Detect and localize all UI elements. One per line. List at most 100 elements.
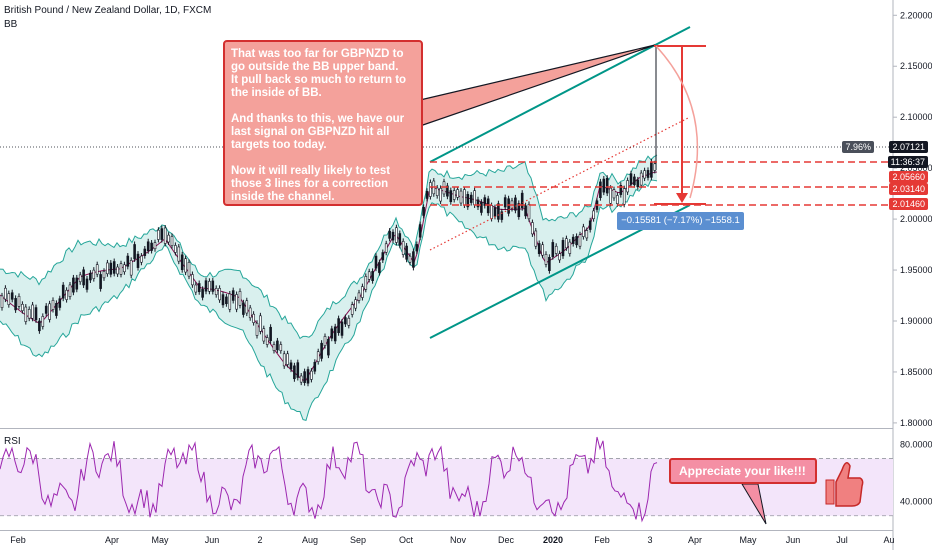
- candle-body: [480, 201, 483, 213]
- candle-body: [452, 190, 456, 200]
- candle-body: [398, 233, 402, 246]
- candle-body: [609, 187, 612, 204]
- candle-body: [435, 187, 439, 196]
- channel-upper-line[interactable]: [429, 26, 691, 163]
- indicator-label[interactable]: BB: [4, 19, 18, 30]
- candle-body: [514, 197, 517, 211]
- candle-body: [629, 173, 633, 185]
- rsi-tick-label: 40.0000: [900, 496, 932, 506]
- candle-body: [476, 199, 480, 208]
- measure-arrowhead: [676, 193, 688, 203]
- change-pct-tag: 7.96%: [842, 141, 874, 153]
- rsi-line[interactable]: [0, 436, 658, 523]
- candle-body: [622, 188, 626, 205]
- analysis-note[interactable]: That was too far for GBPNZD to go outsid…: [223, 40, 423, 206]
- candle-body: [330, 328, 334, 339]
- level1-tag: 2.05660: [889, 171, 928, 183]
- thumbs-up-cuff: [825, 479, 835, 505]
- candle-body: [551, 242, 555, 258]
- candle-body: [619, 184, 623, 195]
- candle-body: [582, 226, 585, 237]
- candle-body: [299, 375, 303, 383]
- time-tick-label: Oct: [399, 535, 414, 545]
- candle-body: [160, 228, 164, 240]
- candle-body: [561, 240, 565, 257]
- candle-body: [408, 255, 412, 263]
- candle-body: [446, 185, 449, 197]
- candle-body: [500, 211, 504, 220]
- candle-body: [418, 224, 422, 238]
- candle-body: [245, 300, 249, 314]
- candle-body: [34, 307, 38, 321]
- candle-body: [571, 236, 575, 244]
- candle-body: [82, 269, 85, 286]
- candle-body: [10, 292, 14, 300]
- candle-body: [493, 207, 497, 217]
- time-tick-label: 2: [257, 535, 262, 545]
- candle-body: [146, 241, 150, 252]
- candle-body: [548, 257, 551, 271]
- candle-body: [575, 236, 578, 246]
- candle-body: [214, 288, 218, 295]
- time-tick-label: 2020: [543, 535, 563, 545]
- candle-body: [490, 205, 493, 219]
- candle-body: [75, 277, 79, 290]
- candle-body: [252, 313, 255, 323]
- candle-body: [524, 205, 527, 217]
- thumbs-up-icon: [825, 462, 864, 507]
- candle-body: [119, 263, 123, 275]
- candle-body: [497, 203, 500, 220]
- candle-body: [381, 252, 385, 261]
- price-tick-label: 2.15000: [900, 61, 932, 71]
- candle-body: [534, 230, 538, 247]
- symbol-title[interactable]: British Pound / New Zealand Dollar, 1D, …: [4, 5, 212, 16]
- candle-body: [255, 322, 259, 336]
- candle-body: [371, 271, 374, 281]
- time-tick-label: 3: [647, 535, 652, 545]
- candle-body: [143, 248, 147, 256]
- candle-body: [17, 296, 21, 307]
- candle-body: [507, 198, 510, 214]
- candle-body: [44, 305, 48, 314]
- candle-body: [38, 320, 41, 332]
- bb-lower-line: [0, 179, 658, 421]
- candle-body: [486, 198, 490, 214]
- candle-body: [391, 231, 395, 241]
- candle-body: [129, 260, 133, 276]
- like-callout[interactable]: Appreciate your like!!!: [669, 458, 817, 484]
- candle-body: [483, 197, 487, 206]
- candle-body: [231, 290, 235, 301]
- price-tick-label: 2.20000: [900, 10, 932, 20]
- candle-body: [303, 371, 306, 383]
- candle-body: [208, 280, 211, 292]
- candle-body: [136, 253, 140, 268]
- candle-body: [337, 318, 340, 334]
- candle-body: [51, 300, 55, 310]
- candle-body: [235, 294, 238, 310]
- candle-body: [544, 253, 548, 265]
- candle-body: [578, 234, 582, 247]
- candle-body: [469, 194, 473, 203]
- candle-body: [65, 289, 68, 300]
- time-tick-label: Jul: [836, 535, 848, 545]
- candle-body: [439, 188, 442, 202]
- candle-body: [248, 307, 252, 319]
- rsi-label[interactable]: RSI: [4, 436, 21, 447]
- time-tick-label: Jun: [786, 535, 801, 545]
- candle-body: [89, 272, 92, 281]
- candle-body: [333, 326, 337, 342]
- candle-body: [384, 243, 388, 253]
- candle-body: [218, 288, 221, 301]
- candle-body: [177, 246, 181, 262]
- candle-body: [58, 298, 62, 308]
- candle-body: [163, 227, 167, 244]
- candle-body: [286, 353, 289, 365]
- candle-body: [422, 206, 425, 216]
- candle-body: [238, 291, 242, 306]
- candle-body: [388, 230, 391, 239]
- candle-body: [109, 262, 113, 275]
- channel-mid-dotted-line[interactable]: [429, 116, 691, 251]
- candle-body: [354, 299, 357, 309]
- candle-body: [201, 289, 204, 298]
- note-pointer: [419, 44, 656, 127]
